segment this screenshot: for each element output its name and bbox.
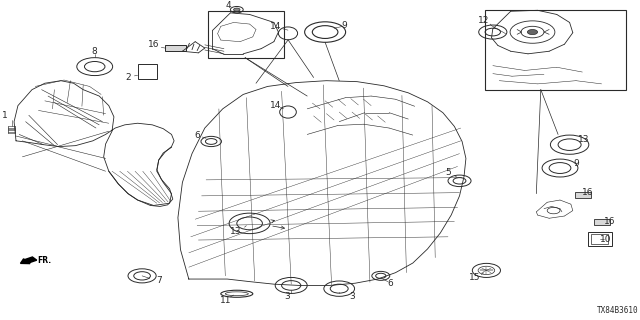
Text: 4: 4 [226,1,231,10]
Circle shape [234,8,240,11]
Text: 16: 16 [148,40,159,49]
Bar [208,11,284,58]
Text: 14: 14 [269,22,281,31]
Text: 9: 9 [573,159,579,168]
Text: 3: 3 [349,292,355,301]
Text: 14: 14 [269,100,281,109]
Text: 6: 6 [195,131,200,140]
Text: FR.: FR. [37,256,51,265]
Circle shape [527,29,538,35]
Text: 10: 10 [600,235,612,244]
Text: 12: 12 [478,16,490,25]
Text: 16: 16 [582,188,593,196]
Text: 6: 6 [388,279,393,288]
Ellipse shape [221,290,253,297]
Bar [591,234,608,244]
Text: 9: 9 [342,21,347,30]
Text: 16: 16 [604,217,616,226]
Text: TX84B3610: TX84B3610 [597,306,639,315]
Text: 13: 13 [578,135,589,144]
Bar [485,10,626,90]
Bar [588,232,612,246]
Bar [138,64,157,79]
Text: 11: 11 [220,296,231,305]
Bar [575,192,591,198]
Text: 1: 1 [3,111,8,120]
Text: 15: 15 [469,273,481,282]
Text: 8: 8 [92,47,97,56]
Text: 13: 13 [230,227,241,236]
Text: 3: 3 [284,292,289,301]
Bar [594,219,610,225]
Text: 2: 2 [125,73,131,82]
Text: 7: 7 [156,276,161,285]
FancyArrow shape [20,257,36,264]
Text: 5: 5 [445,168,451,177]
Bar [165,45,186,51]
